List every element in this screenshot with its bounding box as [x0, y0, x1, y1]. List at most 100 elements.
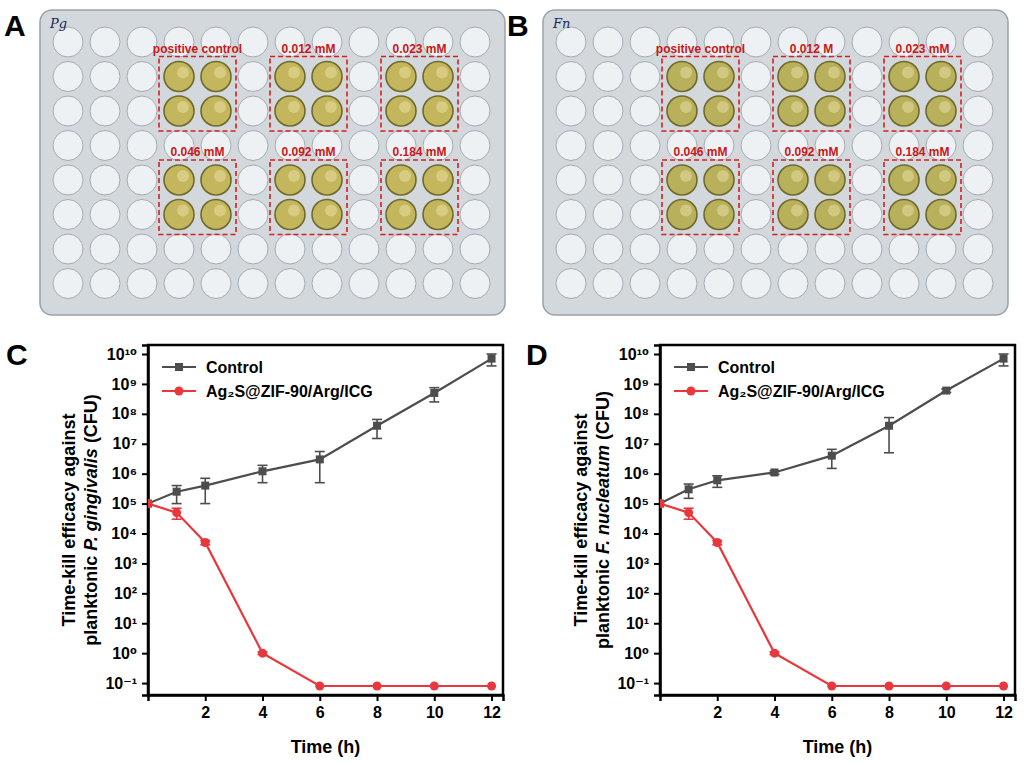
well-highlight	[828, 67, 840, 79]
data-point	[828, 452, 836, 460]
empty-well	[852, 96, 882, 126]
error-bar-cap	[372, 419, 382, 421]
filled-well	[386, 200, 416, 230]
empty-well	[667, 234, 697, 264]
well-highlight	[177, 205, 189, 217]
error-bar-cap	[172, 485, 182, 487]
tick-label: 10⁵	[624, 495, 649, 512]
tick-label: 10²	[626, 585, 649, 602]
empty-well	[852, 234, 882, 264]
empty-well	[815, 269, 845, 299]
empty-well	[349, 131, 379, 161]
empty-well	[460, 131, 490, 161]
tick-label: 10⁶	[112, 465, 137, 482]
empty-well	[741, 200, 771, 230]
legend-label: Control	[206, 359, 263, 376]
legend-marker	[687, 363, 695, 371]
well-highlight	[791, 67, 803, 79]
data-point	[373, 422, 381, 430]
data-point	[148, 499, 153, 508]
well-highlight	[436, 205, 448, 217]
legend-label: Ag₂S@ZIF-90/Arg/ICG	[718, 383, 885, 400]
tick: 10⁸	[624, 405, 660, 422]
error-bar	[372, 419, 382, 438]
empty-well	[127, 165, 157, 195]
error-bar-cap	[487, 365, 497, 367]
data-point	[430, 681, 439, 690]
data-point	[201, 538, 210, 547]
well-highlight	[214, 170, 226, 182]
empty-well	[90, 269, 120, 299]
legend-entry: Control	[162, 359, 263, 376]
filled-well	[704, 165, 734, 195]
series	[148, 354, 497, 508]
chart-panel: 10⁻¹10⁰10¹10²10³10⁴10⁵10⁶10⁷10⁸10⁹10¹⁰24…	[59, 345, 503, 757]
empty-well	[630, 165, 660, 195]
y-axis-title: Time-kill efficacy against	[59, 414, 79, 627]
tick-label: 10	[426, 704, 444, 721]
empty-well	[238, 27, 268, 57]
tick-label: 10⁻¹	[105, 675, 137, 692]
well-highlight	[902, 170, 914, 182]
well-highlight	[939, 205, 951, 217]
tick: 10⁶	[624, 465, 660, 482]
well-highlight	[177, 170, 189, 182]
empty-well	[423, 234, 453, 264]
group-label: positive control	[153, 42, 242, 56]
plot-frame	[660, 345, 1015, 695]
filled-well	[164, 165, 194, 195]
empty-well	[238, 269, 268, 299]
empty-well	[852, 269, 882, 299]
empty-well	[741, 234, 771, 264]
empty-well	[778, 269, 808, 299]
data-point	[885, 681, 894, 690]
legend-marker	[175, 387, 184, 396]
empty-well	[53, 131, 83, 161]
tick: 10⁰	[112, 645, 148, 662]
empty-well	[593, 200, 623, 230]
empty-well	[963, 234, 993, 264]
empty-well	[238, 62, 268, 92]
empty-well	[704, 234, 734, 264]
empty-well	[556, 131, 586, 161]
tick: 10⁰	[624, 645, 660, 662]
empty-well	[963, 200, 993, 230]
data-point	[487, 681, 496, 690]
empty-well	[963, 269, 993, 299]
tick: 10¹⁰	[619, 346, 660, 363]
empty-well	[164, 234, 194, 264]
data-point	[999, 681, 1008, 690]
plot-area	[660, 354, 1009, 690]
tick-label: 10²	[114, 585, 137, 602]
tick-label: 10	[938, 704, 956, 721]
filled-well	[275, 96, 305, 126]
well-highlight	[177, 101, 189, 113]
filled-well	[164, 96, 194, 126]
empty-well	[349, 62, 379, 92]
error-bar	[200, 478, 210, 503]
legend-entry: Ag₂S@ZIF-90/Arg/ICG	[674, 383, 885, 400]
well-highlight	[680, 101, 692, 113]
group-box	[159, 57, 236, 132]
filled-well	[312, 62, 342, 92]
well-highlight	[288, 170, 300, 182]
data-point	[315, 681, 324, 690]
well-highlight	[436, 67, 448, 79]
filled-well	[423, 96, 453, 126]
error-bar-cap	[487, 353, 497, 355]
data-point	[488, 355, 496, 363]
well-highlight	[325, 205, 337, 217]
empty-well	[90, 165, 120, 195]
empty-well	[349, 165, 379, 195]
tick: 10⁴	[111, 525, 148, 542]
empty-well	[852, 27, 882, 57]
empty-well	[593, 27, 623, 57]
tick-label: 2	[713, 704, 722, 721]
tick: 10	[938, 695, 956, 721]
well-highlight	[436, 170, 448, 182]
filled-well	[667, 96, 697, 126]
series-line	[148, 504, 492, 686]
empty-well	[127, 131, 157, 161]
chart-panel: 10⁻¹10⁰10¹10²10³10⁴10⁵10⁶10⁷10⁸10⁹10¹⁰24…	[571, 345, 1015, 757]
tick-label: 10⁴	[111, 525, 137, 542]
